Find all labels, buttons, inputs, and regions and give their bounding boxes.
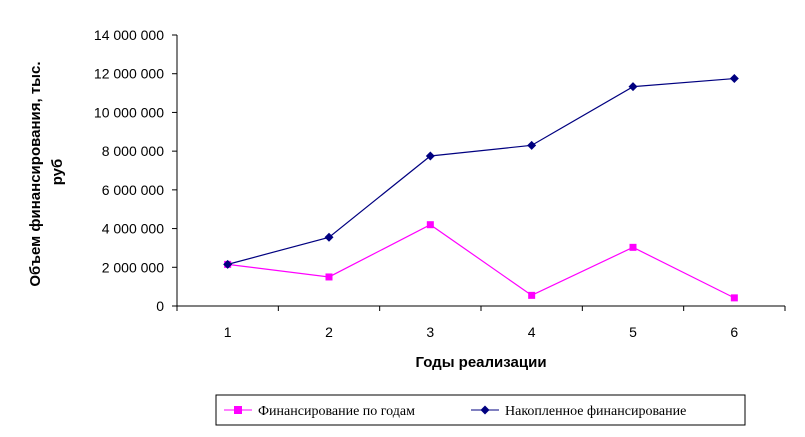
series-line-1 (227, 224, 735, 299)
data-point-diamond (628, 82, 638, 92)
legend-marker-square (234, 406, 242, 414)
data-point-square (629, 243, 637, 251)
y-tick-label: 6 000 000 (102, 182, 164, 198)
y-axis-title: Объем финансирования, тыс. руб (27, 57, 66, 286)
y-axis-title-line1: Объем финансирования, тыс. (27, 61, 44, 286)
y-tick-label: 0 (156, 298, 164, 314)
x-axis-ticks: 1 2 3 4 5 6 (176, 306, 786, 340)
data-point-square (426, 221, 434, 229)
y-tick-label: 12 000 000 (94, 66, 164, 82)
legend-marker-diamond (480, 405, 490, 415)
y-tick-label: 14 000 000 (94, 27, 164, 43)
series-line-2 (227, 77, 735, 265)
x-tick-label: 3 (426, 324, 434, 340)
y-tick-label: 2 000 000 (102, 259, 164, 275)
y-tick-label: 10 000 000 (94, 104, 164, 120)
data-point-diamond (527, 140, 537, 150)
series-layer (223, 74, 739, 302)
y-axis-title-line2: руб (49, 159, 66, 186)
data-point-diamond (729, 74, 739, 84)
x-tick-label: 4 (528, 324, 536, 340)
y-axis-ticks: 0 2 000 000 4 000 000 6 000 000 8 000 000 10 … (94, 27, 177, 314)
y-tick-label: 4 000 000 (102, 221, 164, 237)
x-tick-label: 1 (224, 324, 232, 340)
data-point-diamond (425, 151, 435, 161)
data-point-diamond (223, 259, 233, 269)
x-tick-label: 5 (629, 324, 637, 340)
data-point-square (730, 294, 738, 302)
x-axis-title: Годы реализации (415, 354, 546, 371)
x-tick-label: 2 (325, 324, 333, 340)
data-point-square (325, 273, 333, 281)
legend-label-1: Финансирование по годам (258, 404, 415, 419)
legend: Финансирование по годам Накопленное фина… (215, 394, 746, 426)
data-point-diamond (324, 232, 334, 242)
legend-label-2: Накопленное финансирование (505, 404, 686, 419)
x-tick-label: 6 (730, 324, 738, 340)
data-point-square (528, 291, 536, 299)
y-tick-label: 8 000 000 (102, 143, 164, 159)
